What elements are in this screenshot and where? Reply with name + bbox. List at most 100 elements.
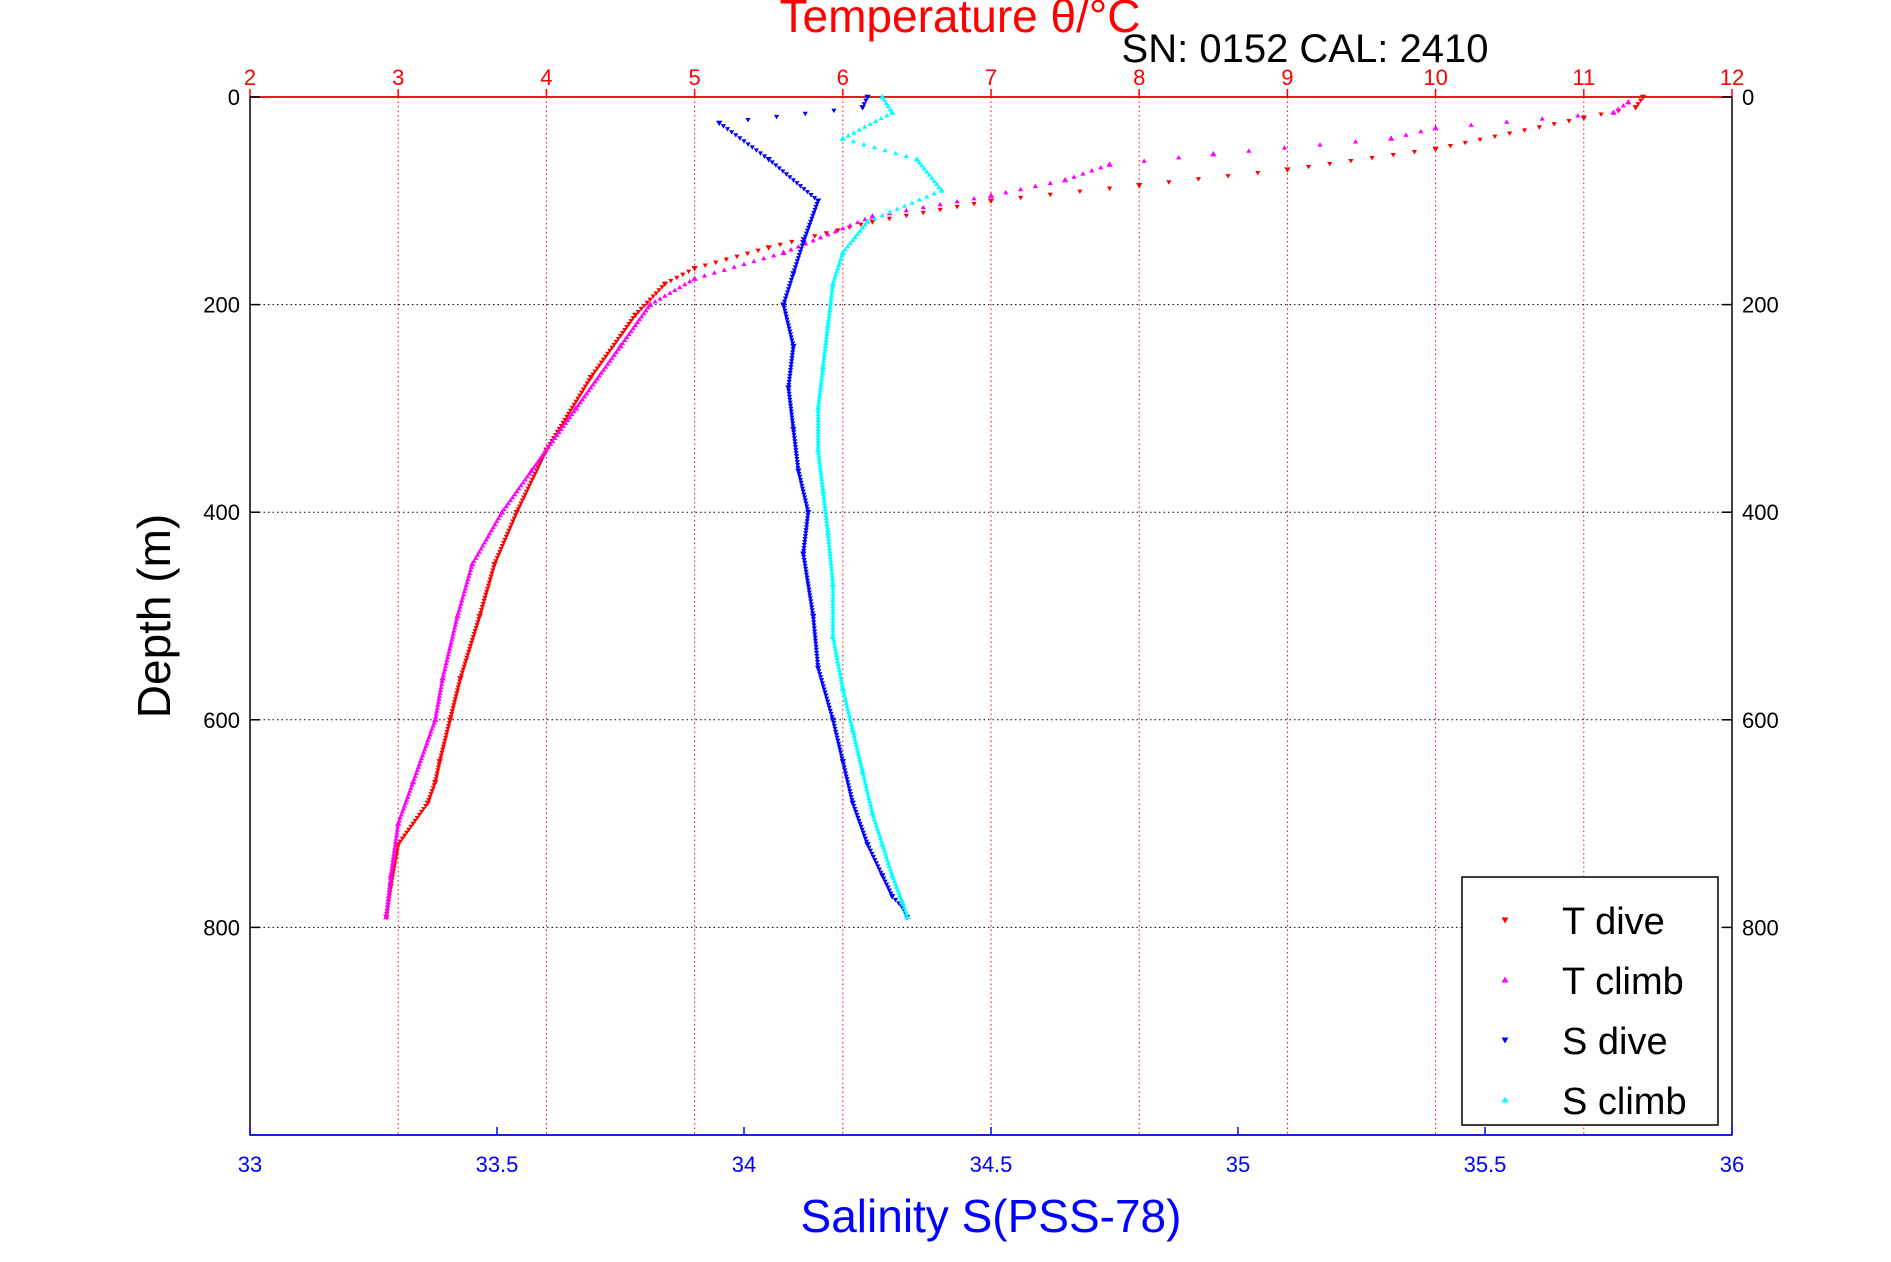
data-point	[1032, 183, 1039, 189]
data-point	[828, 293, 835, 298]
data-point	[832, 275, 838, 280]
data-point	[444, 657, 450, 663]
data-point	[824, 696, 830, 702]
data-point	[809, 605, 815, 610]
data-point	[404, 830, 410, 836]
data-point	[987, 198, 995, 204]
data-point	[448, 715, 454, 720]
data-point	[400, 806, 407, 811]
data-point	[830, 606, 836, 612]
data-point	[430, 723, 436, 728]
data-point	[451, 700, 458, 705]
data-point	[857, 821, 863, 827]
data-point	[809, 613, 817, 620]
data-point	[467, 567, 474, 573]
data-point	[721, 267, 727, 272]
data-point	[790, 350, 796, 355]
data-point	[481, 598, 487, 604]
legend-marker-s-dive	[1501, 1037, 1509, 1044]
data-point	[842, 768, 848, 773]
data-point	[645, 304, 651, 310]
data-point	[843, 774, 849, 779]
data-point	[1566, 119, 1572, 124]
data-point	[830, 612, 836, 618]
data-point	[476, 617, 482, 622]
data-point	[465, 652, 471, 658]
data-point	[607, 348, 613, 354]
data-point	[825, 699, 831, 705]
data-point	[1348, 158, 1354, 164]
data-point	[462, 661, 468, 667]
data-point	[862, 836, 868, 842]
data-point	[838, 750, 844, 756]
data-point	[786, 284, 793, 289]
data-point	[823, 340, 829, 345]
data-point	[827, 557, 834, 563]
data-point	[830, 603, 836, 609]
data-point	[626, 322, 632, 327]
data-point	[886, 888, 892, 893]
data-point	[971, 201, 977, 207]
data-point	[804, 575, 810, 581]
data-point	[586, 388, 592, 393]
data-point	[641, 303, 647, 309]
data-point	[850, 138, 856, 144]
data-point	[384, 911, 390, 916]
data-point	[656, 288, 662, 293]
data-point	[518, 501, 524, 506]
data-point	[1080, 171, 1086, 176]
data-point	[823, 693, 829, 698]
data-point	[476, 549, 482, 554]
data-point	[802, 534, 808, 539]
data-point	[807, 222, 813, 228]
data-point	[827, 548, 833, 554]
data-point	[543, 447, 549, 452]
data-point	[826, 545, 833, 551]
data-point	[926, 172, 932, 177]
data-point	[830, 579, 836, 584]
data-point	[921, 166, 927, 171]
data-point	[394, 830, 400, 835]
data-point	[836, 262, 842, 267]
data-point	[469, 560, 476, 567]
data-point	[521, 495, 527, 500]
data-point	[954, 204, 960, 210]
data-point	[777, 242, 783, 248]
data-point	[811, 620, 817, 625]
data-point	[1089, 168, 1095, 173]
data-point	[882, 147, 888, 153]
data-point	[1136, 182, 1143, 189]
data-point	[790, 421, 796, 426]
data-point	[711, 270, 717, 275]
data-point	[813, 647, 819, 653]
data-point	[863, 839, 870, 844]
data-point	[1468, 122, 1474, 127]
data-point	[850, 237, 856, 243]
data-point	[436, 693, 443, 698]
data-point	[423, 743, 429, 749]
data-point	[793, 262, 799, 267]
data-point	[408, 824, 414, 830]
data-point	[789, 359, 795, 364]
data-point	[805, 584, 812, 589]
data-point	[813, 644, 819, 650]
data-point	[409, 782, 415, 787]
data-point	[812, 632, 818, 637]
data-point	[794, 181, 800, 186]
data-point	[622, 327, 628, 333]
data-point	[884, 857, 890, 862]
data-point	[826, 539, 832, 544]
data-point	[436, 696, 442, 701]
data-point	[426, 798, 432, 803]
data-point	[847, 222, 853, 228]
data-point	[790, 341, 796, 346]
data-point	[818, 471, 824, 476]
data-point	[539, 453, 545, 458]
data-point	[456, 682, 462, 687]
data-point	[804, 190, 811, 195]
data-point	[833, 732, 840, 738]
data-point	[771, 252, 777, 258]
data-point	[1106, 161, 1113, 167]
data-point	[457, 679, 463, 684]
data-point	[453, 619, 459, 624]
